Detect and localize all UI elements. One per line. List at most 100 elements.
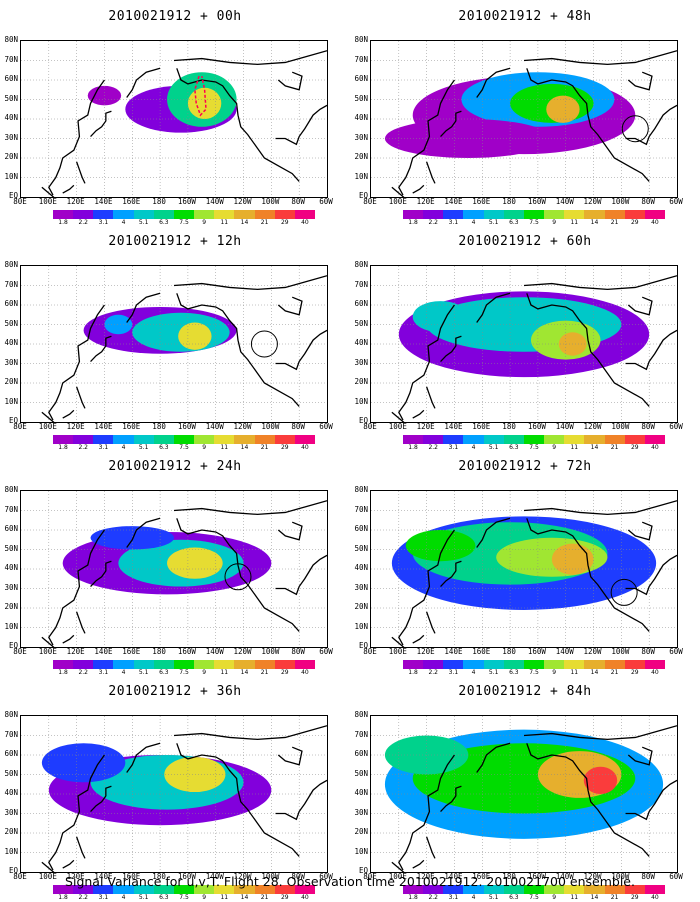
longitude-tick-label: 180	[152, 647, 166, 656]
latitude-tick-label: 10N	[354, 846, 368, 856]
longitude-tick-label: 180	[502, 422, 516, 431]
longitude-tick-label: 140W	[205, 422, 224, 431]
latitude-tick-label: 50N	[354, 768, 368, 778]
colorbar-tick-label: 40	[651, 444, 659, 451]
longitude-tick-label: 120E	[66, 872, 85, 881]
longitude-tick-label: 160W	[527, 872, 546, 881]
colorbar-swatch	[604, 885, 625, 894]
latitude-tick-label: 40N	[4, 113, 18, 122]
coastline	[275, 779, 327, 821]
longitude-tick-label: 120W	[583, 872, 602, 881]
colorbar-tick-label: 5.1	[488, 894, 499, 901]
colorbar-swatch	[483, 660, 504, 669]
variance-shading	[398, 291, 650, 378]
colorbar-tick-label: 3.1	[448, 444, 459, 451]
coastline	[41, 411, 55, 422]
coastline	[391, 411, 405, 422]
coastline	[176, 68, 300, 182]
colorbar	[403, 660, 666, 669]
coastline	[625, 779, 677, 821]
colorbar-tick-label: 14	[590, 669, 599, 676]
colorbar-tick-label: 11	[570, 444, 579, 451]
map-plot-area	[20, 490, 328, 648]
longitude-tick-label: 140E	[94, 422, 113, 431]
colorbar-tick-label: 2.2	[428, 894, 438, 901]
latitude-tick-label: 40N	[354, 338, 368, 347]
colorbar-swatch	[294, 660, 316, 669]
colorbar-swatch	[564, 435, 585, 444]
latitude-tick-label: 20N	[4, 827, 18, 836]
colorbar-swatch	[214, 660, 235, 669]
longitude-tick-label: 160W	[527, 422, 546, 431]
longitude-tick-label: 160W	[177, 422, 196, 431]
longitude-tick-label: 140W	[205, 197, 224, 206]
longitude-tick-label: 100E	[38, 647, 57, 656]
latitude-tick-label: 80N	[354, 35, 368, 44]
colorbar-tick-label: 29	[630, 669, 639, 676]
coastline	[476, 67, 511, 98]
longitude-tick-label: 140W	[205, 872, 224, 881]
colorbar-swatch	[584, 660, 605, 669]
panel-title: 2010021912 + 84h	[458, 684, 592, 699]
colorbar-swatch	[254, 660, 275, 669]
colorbar-swatch	[604, 435, 625, 444]
colorbar-tick-label: 2.2	[428, 444, 438, 451]
colorbar-tick-label: 11	[570, 219, 579, 226]
longitude-tick-label: 160E	[472, 872, 491, 881]
latitude-tick-label: EQ	[8, 416, 18, 425]
coastline	[48, 529, 105, 646]
coastline	[277, 746, 303, 766]
longitude-tick-label: 80W	[291, 647, 305, 656]
colorbar-swatch	[423, 660, 444, 669]
latitude-tick-label: 10N	[4, 171, 18, 181]
colorbar-swatch	[73, 660, 94, 669]
colorbar-swatch	[503, 660, 524, 669]
longitude-tick-label: 80W	[641, 197, 655, 206]
coastline	[476, 517, 511, 548]
longitude-tick-label: 160W	[527, 647, 546, 656]
colorbar-tick-label: 5.1	[138, 444, 149, 451]
coastline	[523, 50, 677, 66]
colorbar-tick-label: 21	[610, 894, 619, 901]
colorbar-tick-label: 40	[301, 444, 309, 451]
target-circle	[250, 330, 278, 358]
colorbar-swatch	[194, 435, 215, 444]
coastline	[76, 611, 86, 634]
colorbar-tick-label: 6.3	[509, 669, 519, 676]
panel-title: 2010021912 + 12h	[108, 234, 242, 249]
colorbar-tick-label: 4	[471, 219, 476, 226]
coastline	[627, 521, 653, 541]
longitude-tick-label: 160E	[472, 197, 491, 206]
colorbar-swatch	[173, 660, 195, 669]
latitude-tick-label: 30N	[354, 357, 368, 367]
latitude-axis: 80N 70N 60N 50N 40N 30N 20N 10N EQ	[0, 261, 20, 425]
latitude-tick-label: 30N	[4, 357, 18, 367]
coastline	[398, 304, 455, 421]
colorbar-tick-label: 21	[610, 219, 619, 226]
colorbar-swatch	[93, 885, 114, 894]
map-plot-area	[370, 715, 678, 873]
latitude-tick-label: 60N	[354, 524, 368, 533]
coastline	[173, 50, 327, 66]
longitude-tick-label: 120W	[233, 872, 252, 881]
longitude-axis: 80E 100E 120E 140E 160E 180 160W 140W 120W 100W 80…	[363, 197, 683, 207]
latitude-tick-label: 10N	[354, 171, 368, 181]
map-panel: 2010021912 + 84h 80N 70N 60N 50N 40N 30N 20N 10N…	[350, 675, 700, 901]
longitude-tick-label: 140E	[94, 872, 113, 881]
colorbar-swatch	[133, 660, 154, 669]
latitude-tick-label: 70N	[354, 504, 368, 514]
coastline	[440, 785, 462, 812]
colorbar-tick-label: 11	[220, 669, 229, 676]
latitude-tick-label: 50N	[354, 93, 368, 103]
coastline	[440, 560, 462, 587]
latitude-tick-label: 40N	[354, 788, 368, 797]
longitude-tick-label: 80E	[13, 422, 27, 431]
latitude-axis: 80N 70N 60N 50N 40N 30N 20N 10N EQ	[350, 711, 370, 875]
colorbar-tick-label: 21	[260, 219, 269, 226]
flight-track	[194, 75, 207, 117]
variance-contour-region	[164, 756, 226, 793]
variance-shading	[384, 72, 636, 158]
colorbar-tick-label: 11	[220, 444, 229, 451]
longitude-tick-label: 100E	[38, 197, 57, 206]
longitude-tick-label: 160E	[122, 872, 141, 881]
